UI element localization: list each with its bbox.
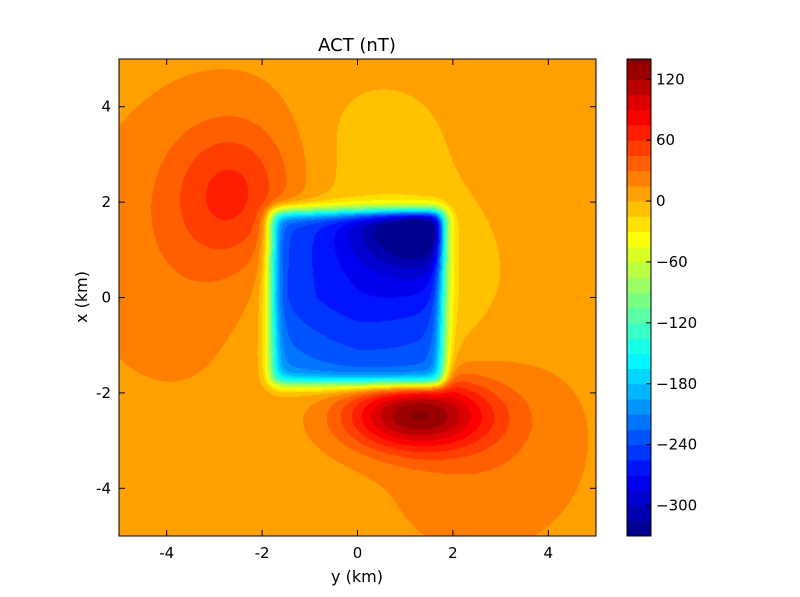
colorbar-band bbox=[627, 155, 651, 172]
colorbar-tick-label: −300 bbox=[656, 497, 697, 515]
colorbar-band bbox=[627, 490, 651, 507]
y-tick-label: 4 bbox=[101, 98, 111, 116]
y-tick-label: 0 bbox=[101, 289, 111, 307]
colorbar-bands bbox=[627, 59, 651, 537]
colorbar-band bbox=[627, 444, 651, 461]
colorbar-band bbox=[627, 170, 651, 187]
colorbar-band bbox=[627, 246, 651, 263]
x-axis: -4 -2 0 2 4 bbox=[159, 59, 553, 562]
colorbar-band bbox=[627, 79, 651, 96]
plot-area: -4 -2 0 2 4 -4 -2 0 2 4 bbox=[96, 58, 597, 562]
colorbar-tick-label: 0 bbox=[656, 192, 666, 210]
colorbar-ticks: 120 60 0 −60 −120 −180 −240 −300 bbox=[646, 70, 697, 515]
colorbar-band bbox=[627, 322, 651, 339]
colorbar-band bbox=[627, 140, 651, 156]
colorbar-band bbox=[627, 505, 651, 522]
colorbar-band bbox=[627, 261, 651, 278]
colorbar-band bbox=[627, 124, 651, 141]
colorbar-band bbox=[627, 398, 651, 415]
x-tick-label: 0 bbox=[353, 544, 363, 562]
colorbar-band bbox=[627, 459, 651, 476]
colorbar-band bbox=[627, 414, 651, 430]
colorbar-band bbox=[627, 368, 651, 385]
contour-canvas bbox=[119, 59, 596, 536]
colorbar-band bbox=[627, 353, 651, 370]
chart-title: ACT (nT) bbox=[318, 35, 396, 56]
colorbar-band bbox=[627, 292, 651, 309]
y-tick-label: -2 bbox=[96, 384, 111, 402]
y-axis-label: x (km) bbox=[72, 271, 91, 323]
colorbar-band bbox=[627, 94, 651, 111]
x-tick-label: 2 bbox=[448, 544, 458, 562]
colorbar-band bbox=[627, 475, 651, 491]
y-tick-label: 2 bbox=[101, 193, 111, 211]
colorbar-band bbox=[627, 216, 651, 233]
colorbar-band bbox=[627, 231, 651, 248]
colorbar-band bbox=[627, 59, 651, 65]
colorbar-band bbox=[627, 185, 651, 202]
colorbar-band bbox=[627, 338, 651, 354]
colorbar-frame bbox=[626, 58, 652, 537]
colorbar-tick-label: −180 bbox=[656, 375, 697, 393]
contour-field bbox=[119, 59, 596, 536]
x-tick-label: -4 bbox=[159, 544, 174, 562]
colorbar-tick-label: −120 bbox=[656, 314, 697, 332]
colorbar-band bbox=[627, 520, 651, 537]
y-axis: -4 -2 0 2 4 bbox=[96, 98, 596, 497]
x-tick-label: 4 bbox=[544, 544, 554, 562]
colorbar-band bbox=[627, 307, 651, 324]
colorbar-band bbox=[627, 277, 651, 293]
x-axis-label: y (km) bbox=[331, 567, 383, 586]
colorbar-tick-label: −240 bbox=[656, 436, 697, 454]
colorbar-band bbox=[627, 109, 651, 126]
y-tick-label: -4 bbox=[96, 479, 111, 497]
colorbar-tick-label: 60 bbox=[656, 131, 675, 149]
colorbar-tick-label: 120 bbox=[656, 70, 685, 88]
colorbar-band bbox=[627, 64, 651, 80]
colorbar-band bbox=[627, 383, 651, 400]
x-tick-label: -2 bbox=[255, 544, 270, 562]
colorbar-band bbox=[627, 429, 651, 446]
colorbar-tick-label: −60 bbox=[656, 253, 688, 271]
colorbar: 120 60 0 −60 −120 −180 −240 −300 bbox=[626, 58, 697, 537]
colorbar-band bbox=[627, 201, 651, 217]
